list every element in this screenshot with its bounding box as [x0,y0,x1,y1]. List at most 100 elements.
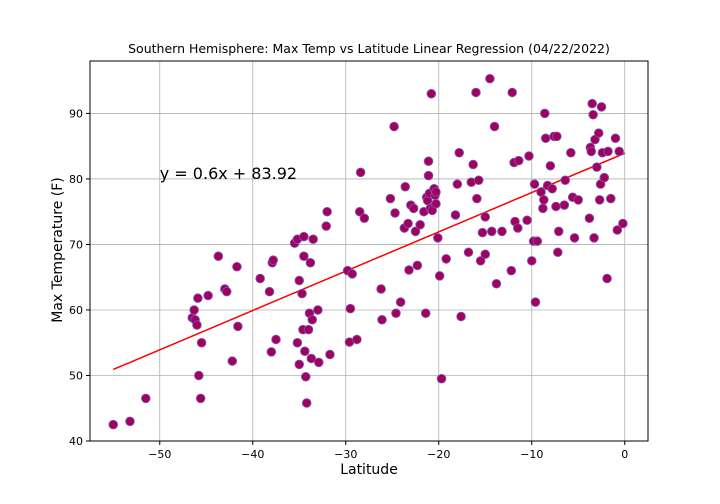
data-point [489,121,500,132]
data-point [255,273,265,284]
data-point [423,170,434,181]
data-point [426,89,437,99]
data-point [473,175,484,185]
data-point [347,269,358,279]
data-point [376,284,386,294]
data-point [412,260,423,271]
data-point [307,315,318,325]
data-point [415,220,425,230]
data-point [592,162,602,172]
data-point [566,147,576,158]
data-point [433,233,443,243]
data-points [108,73,628,430]
data-point [472,193,482,204]
x-tick-label: 0 [621,448,628,461]
data-point [354,206,365,217]
data-point [355,167,366,178]
y-tick-label: 80 [69,173,83,186]
data-point [377,315,387,325]
x-tick-label: −40 [241,448,264,461]
data-point [463,247,474,258]
y-axis-label: Max Temperature (F) [50,177,66,323]
data-point [404,265,414,275]
data-point [553,247,563,258]
data-point [553,226,564,237]
x-tick-label: −30 [334,448,357,461]
data-point [524,151,534,161]
data-point [497,226,507,237]
data-point [431,187,441,197]
y-tick-label: 40 [69,435,83,448]
data-point [391,308,401,318]
data-point [593,128,604,138]
data-point [529,179,540,189]
data-point [475,256,486,266]
data-point [586,146,597,157]
data-point [400,182,411,192]
data-point [352,334,362,345]
data-point [227,356,238,366]
data-point [321,221,331,231]
data-point [513,155,524,166]
y-tick-label: 50 [69,369,83,382]
plot-frame [89,60,649,442]
data-point [314,357,324,368]
y-tick-label: 90 [69,107,83,120]
data-point [589,233,599,243]
data-point [468,159,478,170]
data-point [192,320,202,330]
data-point [539,195,549,205]
x-axis-label: Latitude [340,462,398,478]
data-point [395,297,406,307]
data-point [436,374,447,384]
data-point [221,286,232,297]
data-point [530,297,541,307]
data-point [456,311,466,322]
data-point [610,133,621,144]
data-point [471,87,481,98]
data-point [322,206,332,217]
data-point [491,279,502,289]
data-point [452,179,463,189]
data-point [573,195,584,205]
data-point [313,305,323,315]
data-point [301,398,312,408]
data-point [271,334,281,345]
data-point [410,226,421,237]
data-point [325,349,335,360]
data-point [359,213,370,223]
data-point [596,102,607,112]
data-point [196,337,207,348]
data-point [547,184,557,194]
data-point [450,210,461,220]
data-point [536,187,546,197]
y-tick-label: 60 [69,304,83,317]
data-point [559,200,570,210]
data-point [594,195,605,205]
x-tick-label: −10 [520,448,543,461]
data-point [203,290,213,301]
regression-equation: y = 0.6x + 83.92 [160,164,297,183]
data-point [587,98,597,109]
data-point [420,308,431,318]
data-point [588,109,598,120]
data-point [612,225,623,235]
x-axis-ticks: −50 −40 −30 −20 −10 0 [148,441,628,461]
data-point [345,303,356,314]
data-point [454,147,464,158]
data-point [507,87,517,98]
data-point [540,133,551,144]
data-point [538,203,548,214]
data-point [603,146,613,157]
data-point [294,359,305,370]
data-point [552,131,562,142]
data-point [303,324,314,335]
data-point [108,419,118,430]
data-point [299,231,309,242]
data-point [551,201,561,212]
data-point [584,213,595,223]
data-point [602,273,612,284]
data-point [125,416,135,427]
data-point [606,193,616,204]
